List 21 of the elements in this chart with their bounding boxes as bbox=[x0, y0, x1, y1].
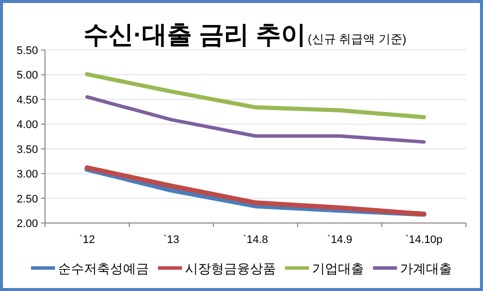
y-tick-label: 3.50 bbox=[16, 144, 38, 156]
line-series bbox=[85, 95, 426, 144]
x-tick-label: `12 bbox=[79, 234, 96, 246]
y-tick-label: 2.00 bbox=[16, 218, 38, 230]
y-tick-label: 2.50 bbox=[16, 193, 38, 206]
legend-label: 순수저축성예금 bbox=[58, 261, 149, 276]
legend-label: 시장형금융상품 bbox=[185, 261, 276, 276]
y-tick-label: 4.50 bbox=[16, 94, 38, 106]
line-series bbox=[85, 72, 426, 120]
y-tick-label: 5.50 bbox=[16, 45, 38, 57]
y-tick-label: 3.00 bbox=[16, 168, 38, 181]
x-tick-label: `14.9 bbox=[327, 234, 352, 246]
y-tick-label: 4.00 bbox=[16, 119, 38, 132]
y-tick-label: 5.00 bbox=[16, 70, 38, 82]
x-tick-label: `13 bbox=[163, 234, 180, 246]
x-tick-label: `14.8 bbox=[242, 234, 268, 246]
legend-label: 기업대출 bbox=[312, 261, 364, 276]
legend-label: 가계대출 bbox=[400, 261, 452, 276]
x-tick-label: `14.10p bbox=[405, 234, 443, 246]
chart-subtitle: (신규 취급액 기준) bbox=[308, 32, 406, 46]
chart-title: 수신·대출 금리 추이 bbox=[84, 21, 306, 49]
